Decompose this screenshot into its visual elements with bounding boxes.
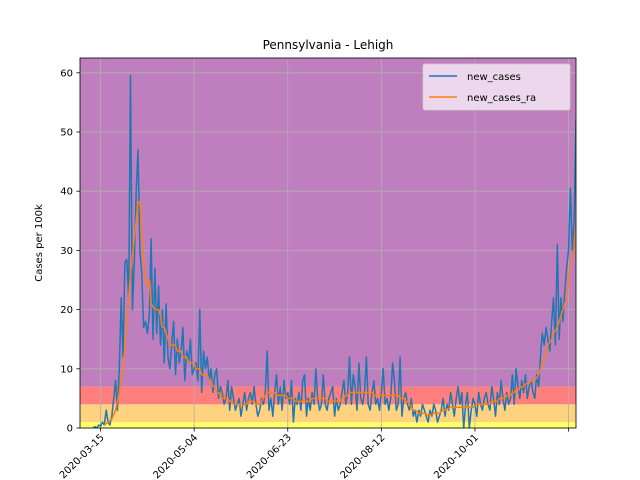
series-layer: [92, 75, 576, 428]
y-tick-label: 30: [60, 246, 73, 257]
y-axis: 0 10 20 30 40 50 60: [60, 68, 80, 435]
legend-box: [422, 63, 571, 111]
series-line-new-cases-ra: [103, 200, 576, 426]
band-1: [80, 404, 576, 423]
y-tick-label: 60: [60, 68, 73, 79]
y-axis-label: Cases per 100k: [34, 204, 45, 282]
band-0: [80, 422, 576, 428]
threshold-bands: [80, 58, 576, 428]
plot-frame: [79, 57, 577, 429]
legend: new_cases new_cases_ra: [422, 63, 571, 111]
legend-label-new-cases-ra: new_cases_ra: [467, 93, 536, 104]
chart-title: Pennsylvania - Lehigh: [263, 38, 394, 52]
series-line-new-cases: [92, 75, 576, 428]
y-tick-label: 40: [60, 187, 73, 198]
legend-label-new-cases: new_cases: [467, 72, 521, 83]
y-tick-label: 0: [67, 424, 73, 435]
y-tick-label: 50: [60, 128, 73, 139]
y-tick-label: 20: [60, 305, 73, 316]
y-tick-label: 10: [60, 364, 73, 375]
